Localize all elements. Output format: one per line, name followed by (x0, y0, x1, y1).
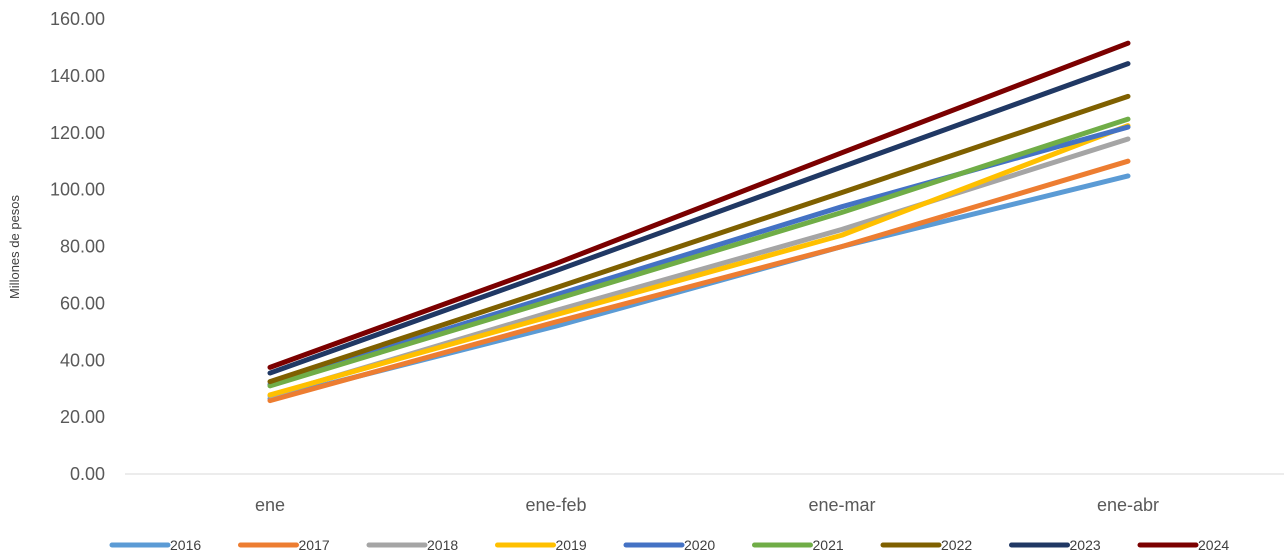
x-tick-label: ene-mar (808, 495, 875, 515)
x-tick-label: ene-feb (525, 495, 586, 515)
legend-label-2022: 2022 (941, 537, 972, 553)
y-tick-label: 140.00 (50, 66, 105, 86)
legend-label-2016: 2016 (170, 537, 201, 553)
series-lines (267, 40, 1131, 404)
y-axis-ticks: 0.00 20.00 40.00 60.00 80.00 100.00 120.00 140.… (50, 9, 105, 484)
series-line-2019 (267, 123, 1131, 398)
y-axis-label: Millones de pesos (7, 194, 22, 299)
y-tick-label: 160.00 (50, 9, 105, 29)
y-tick-label: 80.00 (60, 237, 105, 257)
legend-label-2017: 2017 (299, 537, 330, 553)
series-line-2023 (267, 61, 1131, 376)
legend-label-2018: 2018 (427, 537, 458, 553)
y-tick-label: 60.00 (60, 293, 105, 313)
legend-label-2023: 2023 (1070, 537, 1101, 553)
series-line-2017 (267, 158, 1131, 404)
x-tick-label: ene-abr (1097, 495, 1159, 515)
y-tick-label: 100.00 (50, 180, 105, 200)
x-axis-ticks: ene ene-feb ene-mar ene-abr (255, 495, 1159, 515)
y-tick-label: 20.00 (60, 407, 105, 427)
series-line-2021 (267, 116, 1131, 389)
legend-label-2024: 2024 (1198, 537, 1229, 553)
legend-label-2020: 2020 (684, 537, 715, 553)
legend-label-2021: 2021 (813, 537, 844, 553)
y-tick-label: 40.00 (60, 350, 105, 370)
legend: 2016 2017 2018 2019 2020 2021 2022 2023 2024 (109, 537, 1229, 553)
legend-label-2019: 2019 (556, 537, 587, 553)
x-tick-label: ene (255, 495, 285, 515)
y-tick-label: 0.00 (70, 464, 105, 484)
series-line-2024 (267, 40, 1131, 370)
y-tick-label: 120.00 (50, 123, 105, 143)
series-line-2022 (267, 93, 1131, 385)
